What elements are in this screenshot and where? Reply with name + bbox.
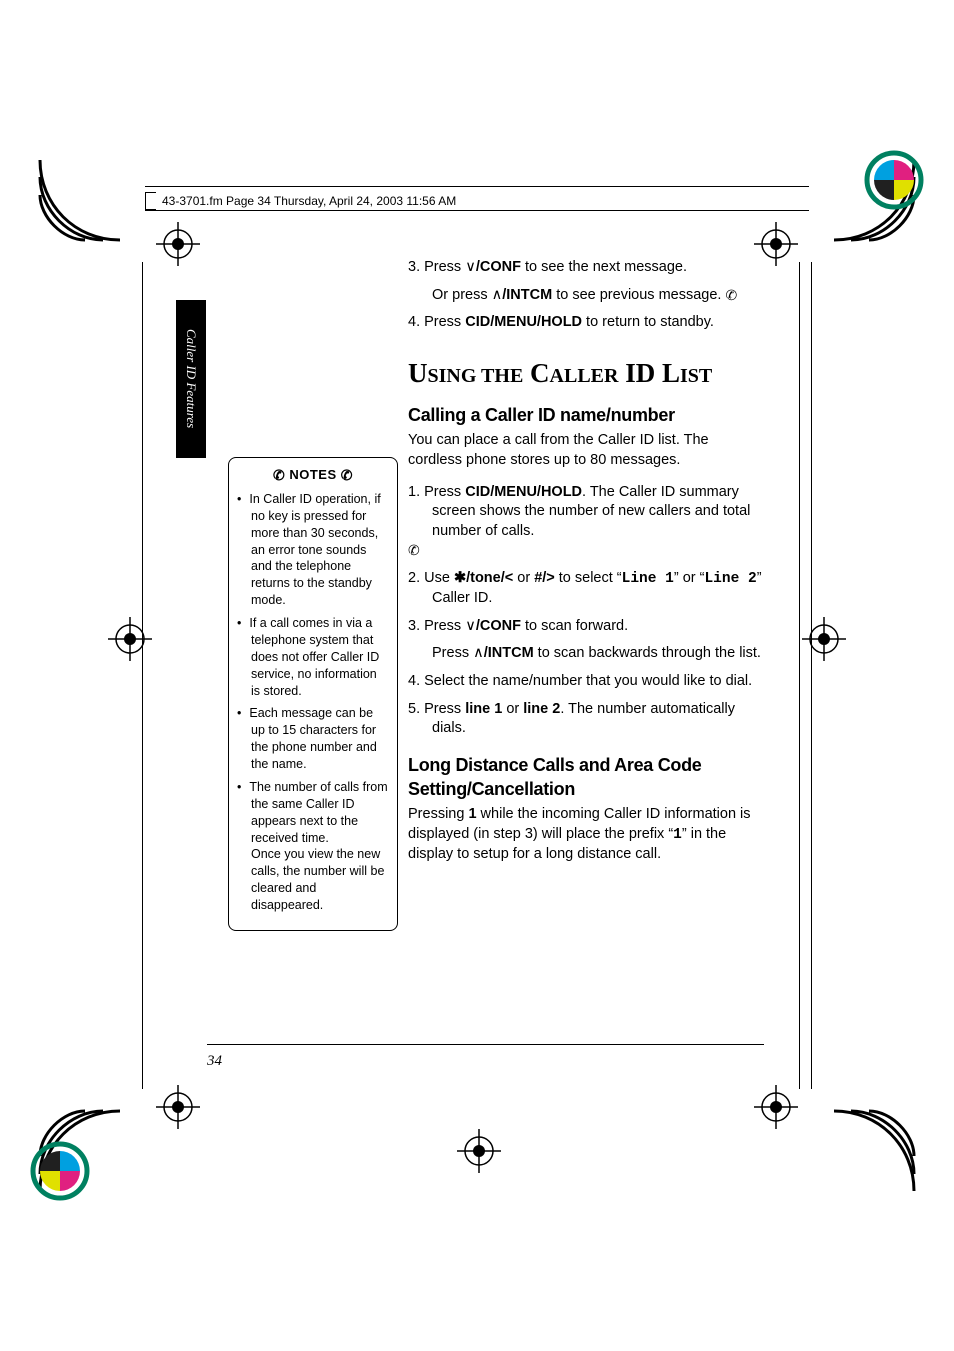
side-tab: Caller ID Features bbox=[176, 300, 206, 458]
notes-box: ✆ NOTES ✆ In Caller ID operation, if no … bbox=[228, 457, 398, 931]
heading-calling-caller-id: Calling a Caller ID name/number bbox=[408, 403, 764, 427]
header-rule-bottom bbox=[145, 210, 809, 211]
side-tab-label: Caller ID Features bbox=[176, 300, 206, 458]
notes-item: In Caller ID operation, if no key is pre… bbox=[237, 491, 389, 609]
list-a-step2: 2. Use ✱/tone/< or #/> to select “Line 1… bbox=[408, 569, 764, 609]
header-rule-top bbox=[145, 186, 809, 187]
list-a-step1: 1. Press CID/MENU/HOLD. The Caller ID su… bbox=[408, 483, 764, 561]
vline-left bbox=[142, 262, 143, 1089]
color-disc-bottom-left bbox=[30, 1141, 90, 1201]
list-a-step4: 4. Select the name/number that you would… bbox=[408, 672, 764, 692]
notes-title: ✆ NOTES ✆ bbox=[237, 466, 389, 485]
phone-icon: ✆ bbox=[341, 466, 353, 485]
notes-item: The number of calls from the same Caller… bbox=[237, 779, 389, 914]
notes-item: If a call comes in via a telephone syste… bbox=[237, 615, 389, 699]
heading-using-caller-id-list: USING THE CALLER ID LIST bbox=[408, 355, 764, 391]
step-3-top: 3. Press ∨/CONF to see the next message. bbox=[408, 258, 764, 278]
main-content: 3. Press ∨/CONF to see the next message.… bbox=[408, 258, 764, 873]
crosshair-left-top bbox=[156, 222, 200, 266]
running-header: 43-3701.fm Page 34 Thursday, April 24, 2… bbox=[162, 194, 456, 208]
phone-icon: ✆ bbox=[725, 286, 737, 305]
reg-mark-top-left bbox=[35, 155, 125, 245]
list-a-step3-sub: Press ∧/INTCM to scan backwards through … bbox=[408, 644, 764, 664]
phone-icon: ✆ bbox=[273, 466, 285, 485]
crosshair-right-bot bbox=[754, 1085, 798, 1129]
list-a-step5: 5. Press line 1 or line 2. The number au… bbox=[408, 700, 764, 739]
long-distance-paragraph: Pressing 1 while the incoming Caller ID … bbox=[408, 805, 764, 865]
reg-mark-bottom-right bbox=[829, 1106, 919, 1196]
notes-item: Each message can be up to 15 characters … bbox=[237, 705, 389, 773]
header-rule-tab bbox=[145, 192, 156, 210]
vline-right-inner bbox=[799, 262, 800, 1089]
intro-paragraph: You can place a call from the Caller ID … bbox=[408, 431, 764, 470]
crosshair-left-bot bbox=[156, 1085, 200, 1129]
vline-right bbox=[811, 262, 812, 1089]
step-3-sub: Or press ∧/INTCM to see previous message… bbox=[408, 286, 764, 306]
color-disc-top-right bbox=[864, 150, 924, 210]
heading-long-distance: Long Distance Calls and Area Code Settin… bbox=[408, 753, 764, 802]
crosshair-right-mid bbox=[802, 617, 846, 661]
bottom-rule bbox=[207, 1044, 764, 1045]
crosshair-left-mid bbox=[108, 617, 152, 661]
list-a-step3: 3. Press ∨/CONF to scan forward. bbox=[408, 617, 764, 637]
crosshair-center-bot bbox=[457, 1129, 501, 1173]
step-4-top: 4. Press CID/MENU/HOLD to return to stan… bbox=[408, 313, 764, 333]
page-number: 34 bbox=[207, 1053, 222, 1070]
